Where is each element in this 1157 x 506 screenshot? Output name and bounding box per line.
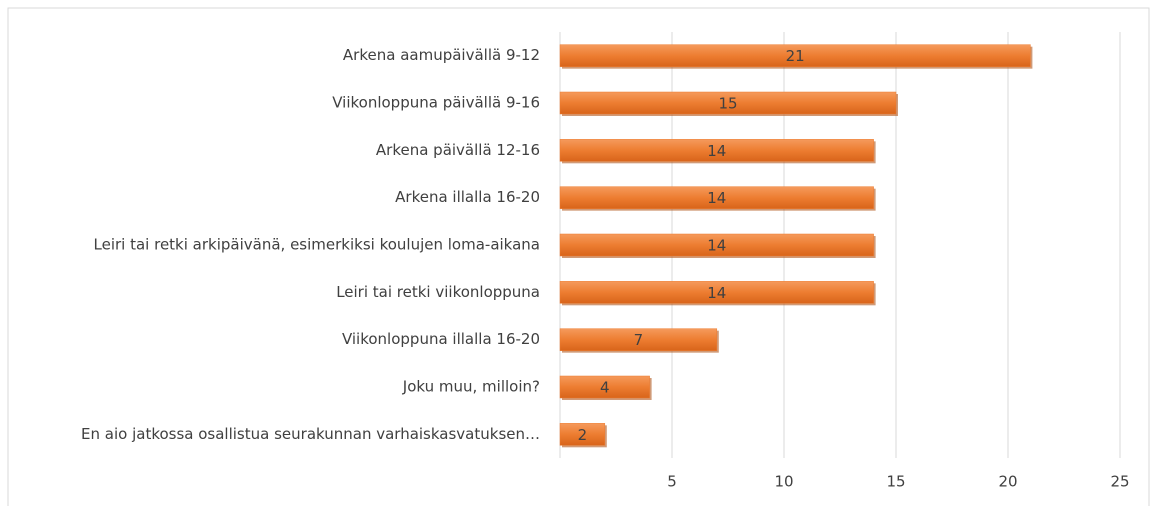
- x-tick-label: 15: [886, 473, 905, 491]
- data-label: 14: [707, 284, 726, 302]
- bar: [559, 186, 874, 209]
- data-label: 14: [707, 142, 726, 160]
- y-tick-label: Leiri tai retki arkipäivänä, esimerkiksi…: [94, 236, 541, 254]
- bar: [559, 328, 718, 351]
- bar: [559, 91, 897, 115]
- data-label: 15: [718, 95, 737, 113]
- y-tick-label: Viikonloppuna illalla 16-20: [342, 330, 540, 348]
- y-tick-label: Joku muu, milloin?: [402, 378, 540, 396]
- x-tick-label: 10: [774, 473, 793, 491]
- bar: [559, 139, 874, 162]
- x-tick-label: 5: [667, 473, 677, 491]
- data-label: 2: [578, 426, 588, 444]
- y-tick-label: Arkena päivällä 12-16: [376, 141, 540, 159]
- y-tick-label: En aio jatkossa osallistua seurakunnan v…: [81, 425, 540, 443]
- data-label: 14: [707, 237, 726, 255]
- data-label: 14: [707, 189, 726, 207]
- bar: [559, 375, 650, 399]
- y-tick-label: Leiri tai retki viikonloppuna: [336, 283, 540, 301]
- data-label: 7: [634, 331, 644, 349]
- bar: [559, 281, 874, 304]
- y-tick-label: Viikonloppuna päivällä 9-16: [332, 94, 540, 112]
- bar: [559, 233, 874, 257]
- y-tick-label: Arkena illalla 16-20: [395, 188, 540, 206]
- y-tick-label: Arkena aamupäivällä 9-12: [343, 46, 540, 64]
- data-label: 21: [786, 47, 805, 65]
- bar: [559, 423, 606, 446]
- x-tick-label: 25: [1110, 473, 1129, 491]
- chart-frame: [7, 7, 1150, 506]
- bar: [559, 44, 1031, 67]
- x-tick-label: 20: [998, 473, 1017, 491]
- data-label: 4: [600, 379, 610, 397]
